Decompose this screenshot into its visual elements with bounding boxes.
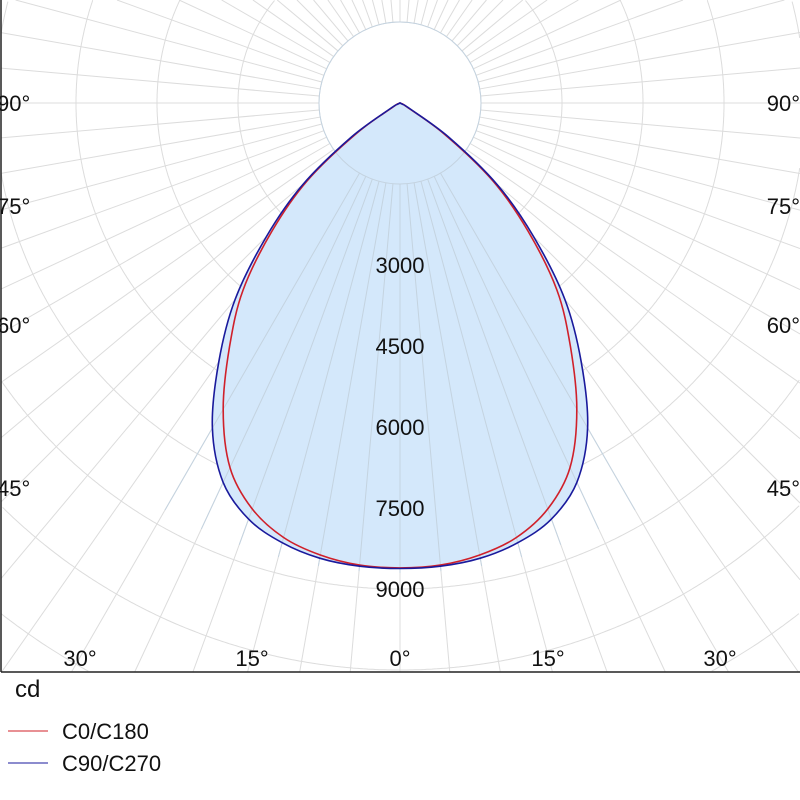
grid-spoke xyxy=(390,0,394,23)
grid-spoke-inner xyxy=(238,178,373,545)
curves xyxy=(164,21,636,573)
grid-spoke xyxy=(466,149,800,384)
radial-tick-label: 4500 xyxy=(376,334,425,359)
grid-spoke xyxy=(461,154,800,440)
angle-label-right: 45° xyxy=(767,476,800,501)
grid-spoke xyxy=(327,0,354,37)
grid-spoke xyxy=(446,0,473,37)
grid-spoke xyxy=(371,0,380,25)
grid-spoke xyxy=(478,0,785,83)
angle-label-right: 90° xyxy=(767,91,800,116)
angle-label-left: 45° xyxy=(0,476,30,501)
grid-spoke xyxy=(451,0,487,42)
grid-spoke-inner xyxy=(413,182,483,566)
grid-spoke-inner xyxy=(358,183,394,572)
grid-spoke xyxy=(0,143,331,334)
grid-spoke xyxy=(461,0,524,52)
grid-spoke xyxy=(466,0,548,57)
grid-spoke xyxy=(15,0,322,83)
grid-spoke-inner xyxy=(440,172,636,511)
grid-spoke xyxy=(433,0,449,30)
legend: C0/C180 C90/C270 xyxy=(8,719,161,776)
grid-spoke-inner xyxy=(317,182,387,566)
grid-ring xyxy=(400,505,800,671)
grid-spoke xyxy=(0,149,334,383)
grid-ring xyxy=(2,507,400,671)
grid-spoke xyxy=(0,154,339,439)
grid-spoke xyxy=(221,0,331,63)
grid-ring xyxy=(1,381,400,590)
angle-label-left: 60° xyxy=(0,313,30,338)
grid-spoke-inner xyxy=(420,181,523,558)
angle-label-bottom: 30° xyxy=(63,646,96,671)
grid-spoke xyxy=(0,130,325,249)
grid-ring xyxy=(0,1,9,33)
grid-spoke xyxy=(362,0,373,28)
labels: 3000 4500 6000 7500 9000 90° 90° 75° 75° 60° 60° 45… xyxy=(0,91,800,671)
unit-label: cd xyxy=(15,676,40,703)
grid-spoke xyxy=(116,0,325,76)
radial-tick-label: 6000 xyxy=(376,415,425,440)
grid-spoke xyxy=(480,67,800,97)
grid-spoke xyxy=(456,0,504,47)
grid-spoke-inner xyxy=(433,176,600,530)
plot-area xyxy=(0,0,800,673)
grid-spoke xyxy=(381,0,387,24)
grid-spoke xyxy=(0,67,320,97)
radial-tick-label: 3000 xyxy=(376,253,425,278)
angle-label-bottom: 30° xyxy=(703,646,736,671)
radial-tick-label: 7500 xyxy=(376,496,425,521)
grid-spoke xyxy=(0,123,322,211)
series-curve-c90-c270 xyxy=(211,102,589,570)
grid-spoke xyxy=(340,0,360,34)
grid-ring xyxy=(0,613,89,672)
angle-label-left: 75° xyxy=(0,194,30,219)
angle-label-right: 60° xyxy=(767,313,800,338)
grid-spoke-inner xyxy=(277,181,380,558)
grid-spoke xyxy=(420,0,429,25)
grid-spoke xyxy=(469,0,579,63)
grid-spoke xyxy=(296,0,344,47)
grid-spoke xyxy=(479,31,800,90)
grid-spoke xyxy=(0,136,327,290)
grid-spoke-inner xyxy=(200,176,367,530)
legend-label: C90/C270 xyxy=(62,751,161,776)
grid-spoke xyxy=(480,109,800,139)
grid-spoke xyxy=(469,143,800,335)
grid-spoke-inner xyxy=(427,178,562,545)
radial-tick-label: 9000 xyxy=(376,577,425,602)
grid-spoke-inner xyxy=(406,183,442,572)
angle-label-bottom: 0° xyxy=(389,646,410,671)
grid-spoke xyxy=(475,130,800,250)
grid-ring xyxy=(400,379,800,590)
grid-spoke xyxy=(406,0,410,23)
grid-ring xyxy=(791,1,800,38)
grid-spoke xyxy=(440,0,460,34)
grid-spoke xyxy=(351,0,367,30)
angle-label-right: 75° xyxy=(767,194,800,219)
angle-label-left: 90° xyxy=(0,91,30,116)
grid-spoke xyxy=(478,123,800,211)
grid-spoke-inner xyxy=(164,172,360,511)
grid-spoke xyxy=(252,0,334,57)
angle-label-bottom: 15° xyxy=(235,646,268,671)
angle-label-bottom: 15° xyxy=(531,646,564,671)
grid-spoke xyxy=(276,0,339,52)
grid-spoke xyxy=(313,0,349,42)
grid-spoke xyxy=(473,136,800,290)
grid-ring xyxy=(711,613,800,672)
legend-label: C0/C180 xyxy=(62,719,149,744)
grid-spoke xyxy=(475,0,684,76)
grid-ring-inner xyxy=(318,21,482,185)
grid-spoke xyxy=(479,116,800,175)
grid-spoke xyxy=(413,0,419,24)
grid-spoke xyxy=(0,109,320,139)
grid-spoke xyxy=(427,0,438,28)
